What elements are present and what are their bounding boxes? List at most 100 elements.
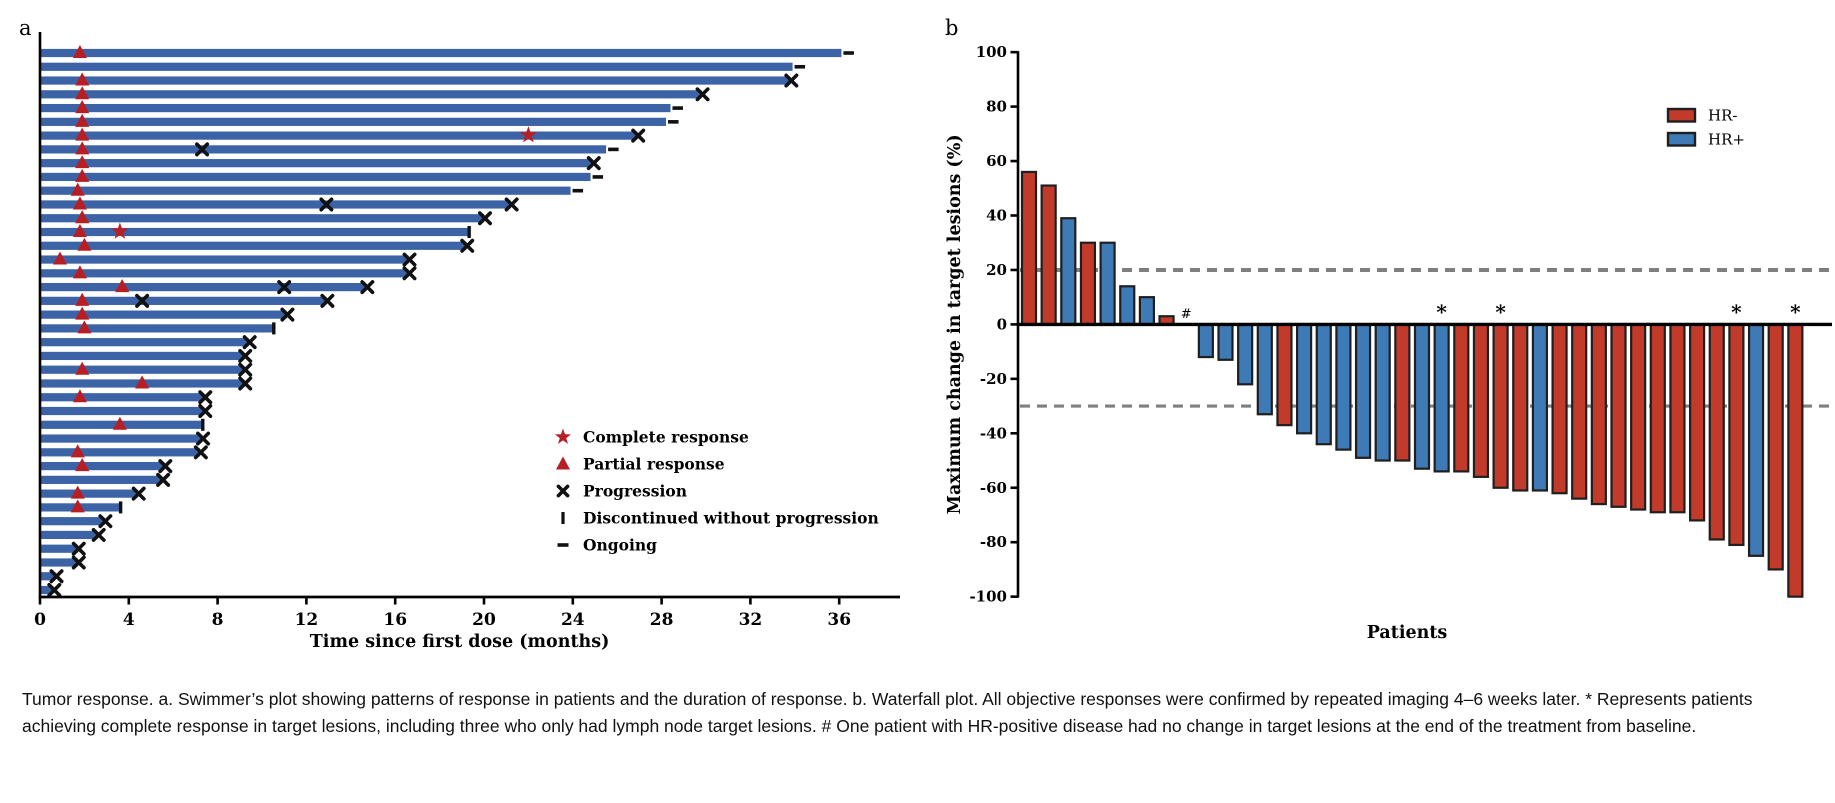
waterfall-bar <box>1453 323 1470 473</box>
waterfall-plot: # * * * * 100 80 60 40 20 0 -20 -40 -60 -80 -100 Maximum… <box>945 43 1832 643</box>
partial-response-triangle-icon <box>75 100 90 114</box>
partial-response-triangle-icon <box>135 375 150 389</box>
progression-x-icon <box>71 541 86 556</box>
legend-label: Partial response <box>583 455 725 474</box>
x-axis-tick-label: 8 <box>212 610 224 630</box>
partial-response-triangle-icon <box>75 72 90 86</box>
swimmer-bar <box>41 338 249 347</box>
waterfall-bar <box>1630 323 1647 511</box>
ongoing-dash-icon <box>608 147 619 152</box>
partial-response-triangle-icon <box>72 196 87 210</box>
ongoing-dash-icon <box>794 64 806 69</box>
waterfall-bar <box>1472 323 1490 478</box>
progression-x-icon <box>402 252 417 267</box>
progression-x-icon <box>277 280 292 295</box>
partial-response-triangle-icon <box>75 361 90 375</box>
progression-x-icon <box>195 142 210 157</box>
waterfall-bar <box>1669 323 1686 514</box>
swimmer-bar <box>41 241 467 250</box>
y-axis-tick-label: -60 <box>980 479 1007 497</box>
swimmer-bar <box>41 296 327 305</box>
progression-x-icon <box>158 459 173 474</box>
x-axis-tick-label: 4 <box>123 610 135 630</box>
complete-response-star-icon <box>111 222 129 239</box>
swimmer-bar <box>41 544 78 553</box>
swimmer-bar <box>41 159 593 168</box>
swimmer-bar <box>41 145 607 154</box>
partial-response-triangle-icon <box>72 265 87 279</box>
complete-response-asterisk: * <box>1731 300 1742 324</box>
waterfall-bar <box>1276 323 1293 427</box>
partial-response-triangle-icon <box>52 251 68 265</box>
y-axis-title: Maximum change in target lesions (%) <box>945 134 965 514</box>
swimmer-plot: 0 4 8 12 16 20 24 28 32 36 Time since first dose (… <box>34 32 901 652</box>
partial-response-triangle-icon <box>70 499 85 513</box>
swimmer-bar <box>41 406 205 416</box>
swimmer-bar <box>41 585 54 595</box>
swimmer-bar <box>41 517 105 526</box>
legend-x-icon <box>556 484 570 498</box>
waterfall-bar <box>1787 323 1804 598</box>
progression-x-icon <box>49 569 64 584</box>
legend-star-icon <box>554 428 572 444</box>
x-axis-tick-label: 32 <box>739 610 763 630</box>
waterfall-bar <box>1197 323 1214 359</box>
discontinued-bar-icon <box>467 226 471 239</box>
ongoing-dash-icon <box>592 175 604 179</box>
legend-label: HR+ <box>1708 131 1745 149</box>
partial-response-triangle-icon <box>75 168 90 182</box>
legend-discontinued-icon <box>561 512 565 524</box>
swimmer-bar <box>41 186 571 195</box>
discontinued-bar-icon <box>118 501 123 514</box>
swimmer-bar <box>41 76 791 85</box>
swimmer-bar <box>41 282 367 292</box>
waterfall-bar <box>1394 323 1411 462</box>
panel-b-label: b <box>945 16 959 40</box>
progression-x-icon <box>238 376 253 391</box>
x-axis-tick-label: 16 <box>383 610 407 630</box>
legend-label: Discontinued without progression <box>583 509 879 528</box>
waterfall-bar <box>1492 323 1509 489</box>
x-axis-title: Time since first dose (months) <box>310 632 610 652</box>
progression-x-icon <box>131 486 146 501</box>
waterfall-bar <box>1708 323 1725 541</box>
partial-response-triangle-icon <box>75 155 90 169</box>
progression-x-icon <box>196 431 211 446</box>
swimmer-bar <box>41 365 245 374</box>
swimmer-bar <box>41 434 203 443</box>
swimmer-bar <box>41 558 78 567</box>
waterfall-bar <box>1531 323 1549 492</box>
swimmer-bar <box>41 103 671 113</box>
waterfall-bar <box>1649 323 1666 514</box>
partial-response-triangle-icon <box>75 306 90 320</box>
legend-label: HR- <box>1708 107 1737 125</box>
waterfall-bar <box>1060 217 1077 326</box>
partial-response-triangle-icon <box>75 292 90 306</box>
partial-response-triangle-icon <box>555 456 571 470</box>
progression-x-icon <box>319 197 334 212</box>
swimmer-bar <box>41 462 165 471</box>
legend-swatch <box>1666 107 1697 123</box>
progression-x-icon <box>198 390 213 405</box>
swimmer-bar <box>41 227 469 237</box>
waterfall-bar <box>1315 323 1332 446</box>
y-axis-tick-label: 80 <box>986 98 1007 116</box>
swimmer-bar <box>41 62 793 71</box>
legend-label: Complete response <box>583 428 749 447</box>
waterfall-bar <box>1335 323 1352 451</box>
swimmer-bar <box>41 90 702 99</box>
x-axis-tick-label: 20 <box>472 610 496 630</box>
progression-x-icon <box>47 583 62 598</box>
partial-response-triangle-icon <box>75 458 90 472</box>
progression-x-icon <box>280 307 295 322</box>
ongoing-dash-icon <box>572 188 584 193</box>
swimmer-bar <box>41 310 287 319</box>
legend-ongoing-icon <box>557 543 569 547</box>
swimmer-bar <box>41 530 98 540</box>
x-axis-tick-label: 28 <box>650 610 674 630</box>
swimmer-bar <box>41 255 409 264</box>
partial-response-triangle-icon <box>75 141 90 155</box>
complete-response-asterisk: * <box>1790 300 1801 324</box>
y-axis-tick-label: 60 <box>986 152 1007 170</box>
complete-response-asterisk: * <box>1436 300 1447 324</box>
